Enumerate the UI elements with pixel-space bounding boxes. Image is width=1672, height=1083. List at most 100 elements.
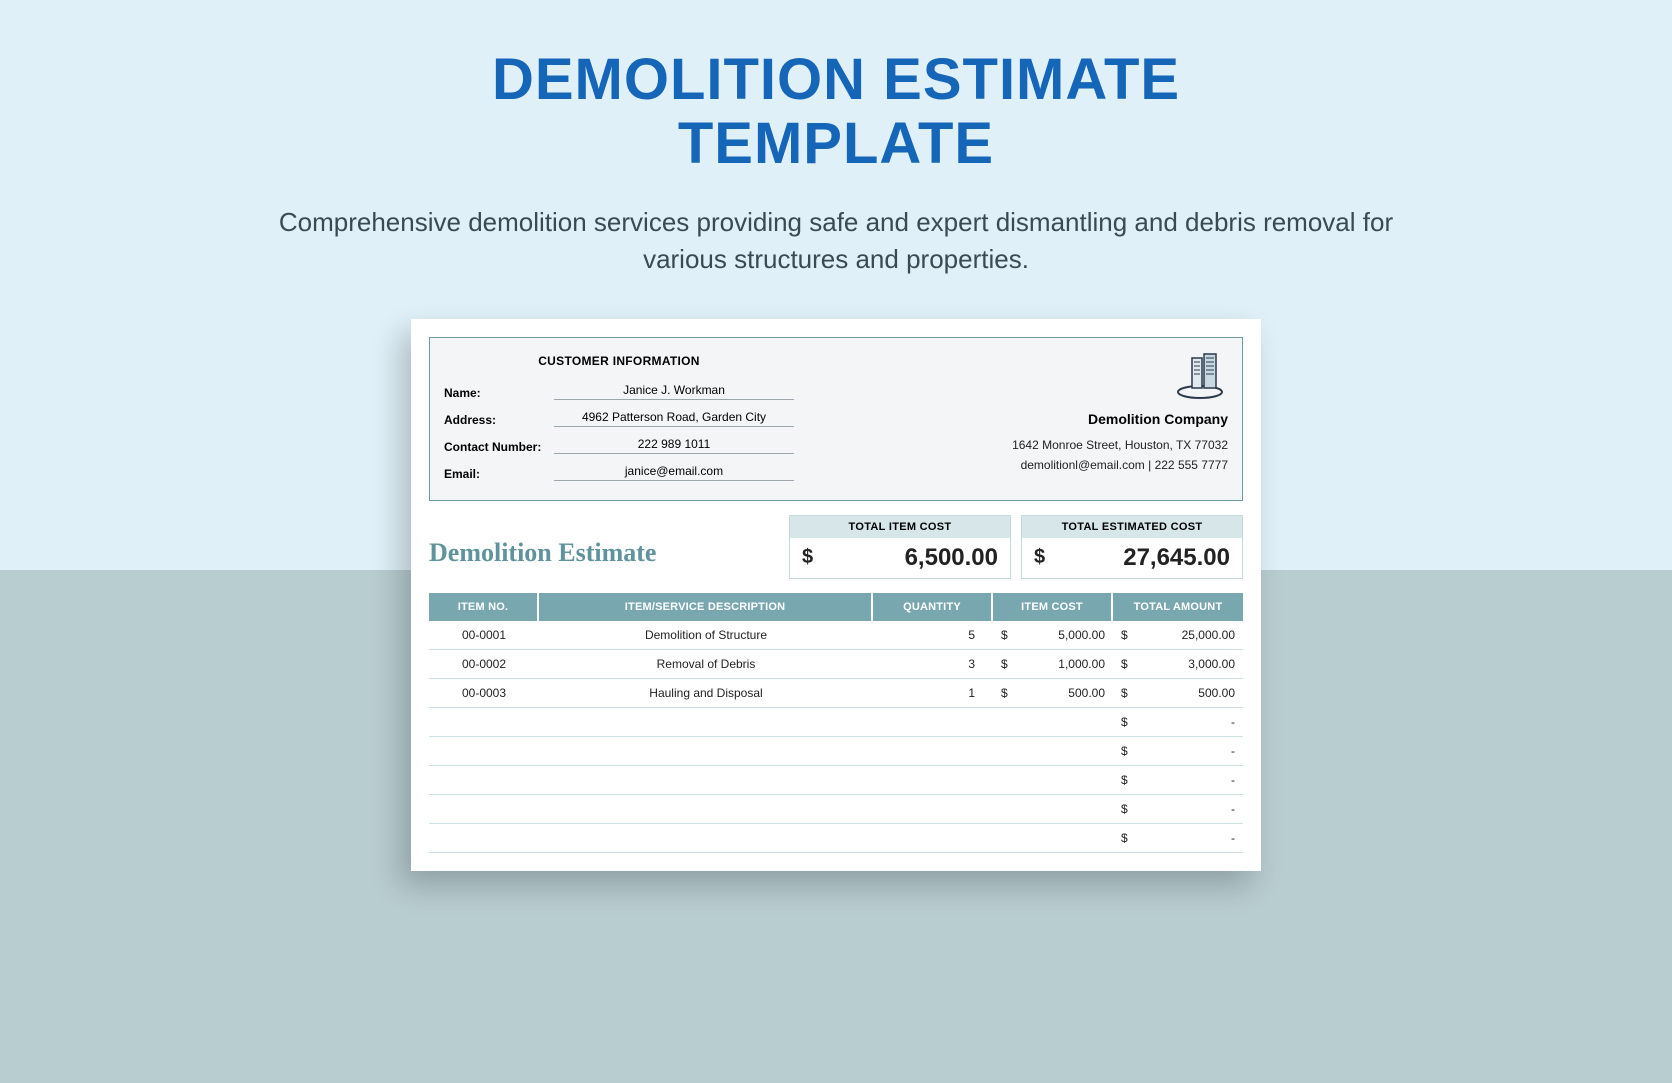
th-item-cost: ITEM COST bbox=[993, 593, 1113, 621]
cell-item-no: 00-0002 bbox=[429, 650, 539, 678]
cell-total-amount-value: - bbox=[1128, 773, 1235, 787]
cell-item-no bbox=[429, 708, 539, 736]
total-item-cost-box: TOTAL ITEM COST $ 6,500.00 bbox=[789, 515, 1011, 579]
cell-item-cost bbox=[993, 766, 1113, 794]
cell-currency: $ bbox=[1121, 744, 1128, 758]
cell-item-cost bbox=[993, 737, 1113, 765]
customer-contact-label: Contact Number: bbox=[444, 440, 554, 454]
cell-currency: $ bbox=[1121, 773, 1128, 787]
cell-item-no: 00-0001 bbox=[429, 621, 539, 649]
cell-item-cost: $500.00 bbox=[993, 679, 1113, 707]
cell-quantity bbox=[873, 766, 993, 794]
cell-total-amount-value: - bbox=[1128, 831, 1235, 845]
page-title: DEMOLITION ESTIMATE TEMPLATE bbox=[0, 48, 1672, 176]
cell-currency: $ bbox=[1001, 657, 1008, 671]
cell-currency: $ bbox=[1001, 686, 1008, 700]
cell-item-no bbox=[429, 795, 539, 823]
th-description: ITEM/SERVICE DESCRIPTION bbox=[539, 593, 873, 621]
cell-total-amount-value: - bbox=[1128, 802, 1235, 816]
customer-address-row: Address: 4962 Patterson Road, Garden Cit… bbox=[444, 405, 794, 432]
title-line-1: DEMOLITION ESTIMATE bbox=[492, 47, 1180, 112]
cell-total-amount-value: 25,000.00 bbox=[1128, 628, 1235, 642]
customer-name-label: Name: bbox=[444, 386, 554, 400]
estimate-title: Demolition Estimate bbox=[429, 526, 779, 568]
cell-description bbox=[539, 795, 873, 823]
cell-total-amount: $- bbox=[1113, 708, 1243, 736]
items-table: ITEM NO. ITEM/SERVICE DESCRIPTION QUANTI… bbox=[429, 593, 1243, 853]
cell-item-cost bbox=[993, 795, 1113, 823]
title-line-2: TEMPLATE bbox=[678, 111, 994, 176]
cell-total-amount-value: 500.00 bbox=[1128, 686, 1235, 700]
table-row: 00-0001Demolition of Structure5$5,000.00… bbox=[429, 621, 1243, 650]
cell-quantity bbox=[873, 737, 993, 765]
customer-address-value: 4962 Patterson Road, Garden City bbox=[554, 410, 794, 427]
table-header-row: ITEM NO. ITEM/SERVICE DESCRIPTION QUANTI… bbox=[429, 593, 1243, 621]
table-row: 00-0002Removal of Debris3$1,000.00$3,000… bbox=[429, 650, 1243, 679]
table-row: $- bbox=[429, 708, 1243, 737]
cell-quantity bbox=[873, 824, 993, 852]
customer-contact-value: 222 989 1011 bbox=[554, 437, 794, 454]
total-estimated-cost-box: TOTAL ESTIMATED COST $ 27,645.00 bbox=[1021, 515, 1243, 579]
total-item-cost-value: 6,500.00 bbox=[813, 544, 998, 572]
document-card: CUSTOMER INFORMATION Name: Janice J. Wor… bbox=[411, 319, 1261, 871]
cell-total-amount: $- bbox=[1113, 824, 1243, 852]
customer-name-value: Janice J. Workman bbox=[554, 383, 794, 400]
cell-item-cost-value bbox=[1001, 773, 1105, 787]
page-subtitle: Comprehensive demolition services provid… bbox=[236, 204, 1436, 279]
cell-description: Hauling and Disposal bbox=[539, 679, 873, 707]
cell-total-amount-value: 3,000.00 bbox=[1128, 657, 1235, 671]
company-name: Demolition Company bbox=[1088, 411, 1228, 427]
cell-currency: $ bbox=[1121, 628, 1128, 642]
th-total-amount: TOTAL AMOUNT bbox=[1113, 593, 1243, 621]
cell-total-amount: $3,000.00 bbox=[1113, 650, 1243, 678]
cell-total-amount: $- bbox=[1113, 737, 1243, 765]
cell-currency: $ bbox=[1121, 715, 1128, 729]
cell-quantity bbox=[873, 708, 993, 736]
cell-item-cost-value: 1,000.00 bbox=[1008, 657, 1105, 671]
cell-total-amount: $25,000.00 bbox=[1113, 621, 1243, 649]
cell-currency: $ bbox=[1001, 628, 1008, 642]
cell-item-cost-value bbox=[1001, 744, 1105, 758]
table-row: $- bbox=[429, 795, 1243, 824]
total-estimated-cost-label: TOTAL ESTIMATED COST bbox=[1022, 516, 1242, 538]
cell-quantity bbox=[873, 795, 993, 823]
hero-section: DEMOLITION ESTIMATE TEMPLATE Comprehensi… bbox=[0, 0, 1672, 279]
total-item-cost-label: TOTAL ITEM COST bbox=[790, 516, 1010, 538]
cell-item-cost: $1,000.00 bbox=[993, 650, 1113, 678]
table-row: $- bbox=[429, 824, 1243, 853]
cell-quantity: 5 bbox=[873, 621, 993, 649]
cell-total-amount: $500.00 bbox=[1113, 679, 1243, 707]
customer-info-title: CUSTOMER INFORMATION bbox=[444, 348, 794, 378]
th-quantity: QUANTITY bbox=[873, 593, 993, 621]
info-box: CUSTOMER INFORMATION Name: Janice J. Wor… bbox=[429, 337, 1243, 501]
cell-description: Demolition of Structure bbox=[539, 621, 873, 649]
customer-contact-row: Contact Number: 222 989 1011 bbox=[444, 432, 794, 459]
customer-name-row: Name: Janice J. Workman bbox=[444, 378, 794, 405]
cell-item-cost bbox=[993, 824, 1113, 852]
cell-description: Removal of Debris bbox=[539, 650, 873, 678]
total-estimated-cost-currency: $ bbox=[1034, 546, 1045, 569]
company-contact: demolitionl@email.com | 222 555 7777 bbox=[1021, 455, 1228, 475]
cell-item-cost-value bbox=[1001, 715, 1105, 729]
cell-currency: $ bbox=[1121, 657, 1128, 671]
customer-info-column: CUSTOMER INFORMATION Name: Janice J. Wor… bbox=[444, 348, 794, 486]
company-logo-icon bbox=[1172, 352, 1228, 405]
company-info-column: Demolition Company 1642 Monroe Street, H… bbox=[794, 348, 1228, 486]
cell-description bbox=[539, 766, 873, 794]
cell-item-cost bbox=[993, 708, 1113, 736]
th-item-no: ITEM NO. bbox=[429, 593, 539, 621]
cell-item-no bbox=[429, 824, 539, 852]
cell-currency: $ bbox=[1121, 802, 1128, 816]
table-row: 00-0003Hauling and Disposal1$500.00$500.… bbox=[429, 679, 1243, 708]
cell-item-no: 00-0003 bbox=[429, 679, 539, 707]
cell-total-amount-value: - bbox=[1128, 715, 1235, 729]
cell-description bbox=[539, 737, 873, 765]
customer-email-row: Email: janice@email.com bbox=[444, 459, 794, 486]
total-item-cost-currency: $ bbox=[802, 546, 813, 569]
cell-item-no bbox=[429, 766, 539, 794]
cell-item-cost-value: 5,000.00 bbox=[1008, 628, 1105, 642]
totals-row: Demolition Estimate TOTAL ITEM COST $ 6,… bbox=[429, 515, 1243, 579]
cell-item-cost: $5,000.00 bbox=[993, 621, 1113, 649]
table-row: $- bbox=[429, 737, 1243, 766]
cell-currency: $ bbox=[1121, 686, 1128, 700]
